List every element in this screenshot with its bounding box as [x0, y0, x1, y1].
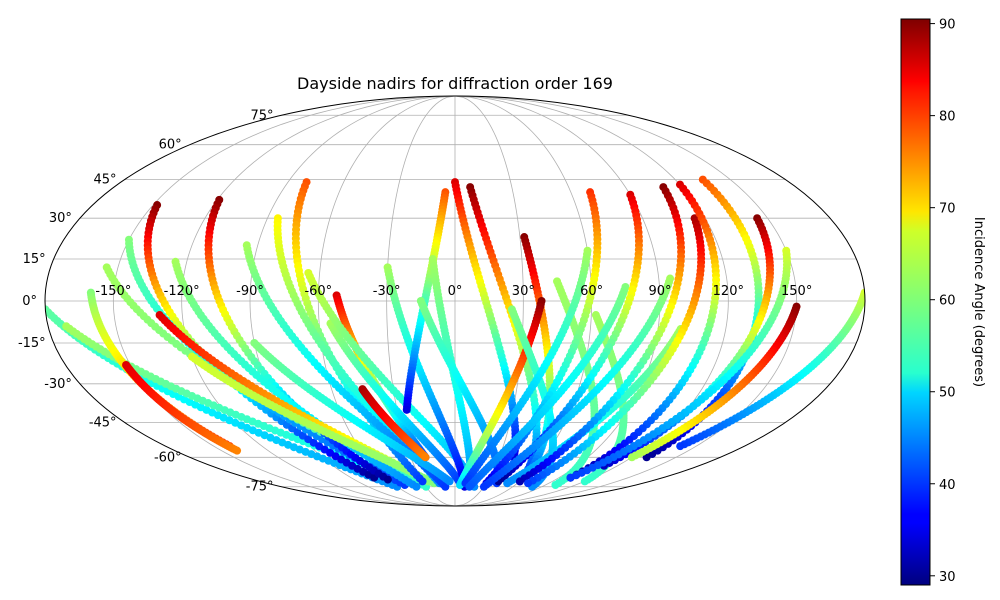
- track-point: [627, 453, 636, 462]
- track-point: [421, 453, 430, 462]
- lon-tick-label: -120°: [164, 284, 200, 299]
- lon-tick-label: -60°: [304, 284, 332, 299]
- track-point: [402, 405, 411, 414]
- chart-title: Dayside nadirs for diffraction order 169: [297, 74, 613, 93]
- lat-tick-label: -75°: [246, 480, 274, 495]
- lon-tick-label: 150°: [781, 284, 812, 299]
- lat-tick-label: 15°: [23, 252, 46, 267]
- grid-meridian: [454, 95, 798, 507]
- track-point: [676, 442, 685, 451]
- colorbar-gradient: [900, 18, 931, 586]
- track-points: [45, 175, 865, 491]
- track-point: [233, 446, 242, 455]
- lat-tick-label: -60°: [154, 450, 182, 465]
- colorbar-ticks: 30 40 50 60 70 80 90: [930, 18, 956, 585]
- track-point: [465, 482, 474, 491]
- colorbar-tick-label: 70: [939, 202, 956, 217]
- lon-tick-label: -150°: [95, 284, 131, 299]
- track-point: [445, 477, 454, 486]
- colorbar: 30 40 50 60 70 80 90 Incidence Angle (degrees): [900, 18, 986, 586]
- colorbar-tick-label: 90: [939, 18, 956, 33]
- track-point: [412, 482, 421, 491]
- colorbar-tick-label: 40: [939, 478, 956, 493]
- colorbar-tick-label: 60: [939, 294, 956, 309]
- lon-tick-label: 90°: [648, 284, 671, 299]
- colorbar-label: Incidence Angle (degrees): [971, 217, 986, 387]
- track-point: [551, 481, 560, 489]
- track-point: [515, 477, 524, 486]
- lon-tick-label: -30°: [373, 284, 401, 299]
- lat-tick-label: 45°: [94, 173, 117, 188]
- colorbar-tick-label: 30: [939, 570, 956, 585]
- lon-tick-label: 0°: [448, 284, 463, 299]
- track-point: [418, 477, 427, 486]
- lat-tick-label: -15°: [18, 336, 46, 351]
- track-point: [580, 477, 589, 486]
- graticule-grid: [45, 95, 865, 507]
- lat-tick-label: 30°: [49, 211, 72, 226]
- lat-tick-label: -45°: [89, 415, 117, 430]
- track-point: [383, 475, 392, 484]
- track-point: [566, 473, 575, 482]
- track-point: [479, 482, 488, 491]
- lon-tick-label: 60°: [580, 284, 603, 299]
- grid-meridian: [181, 95, 456, 507]
- lon-tick-label: 30°: [512, 284, 535, 299]
- lat-tick-label: 75°: [250, 108, 273, 123]
- lat-tick-label: 60°: [159, 138, 182, 153]
- lon-tick-label: 120°: [713, 284, 744, 299]
- lon-tick-label: -90°: [236, 284, 264, 299]
- colorbar-tick-label: 80: [939, 110, 956, 125]
- colorbar-tick-label: 50: [939, 386, 956, 401]
- lat-tick-label: -30°: [44, 377, 72, 392]
- longitude-tick-labels: -150° -120° -90° -60° -30° 0° 30° 60° 90° 120° 150…: [95, 284, 812, 299]
- track-point: [503, 479, 512, 488]
- track-point: [524, 479, 533, 488]
- lat-tick-label: 0°: [22, 294, 37, 309]
- grid-meridian: [112, 95, 456, 507]
